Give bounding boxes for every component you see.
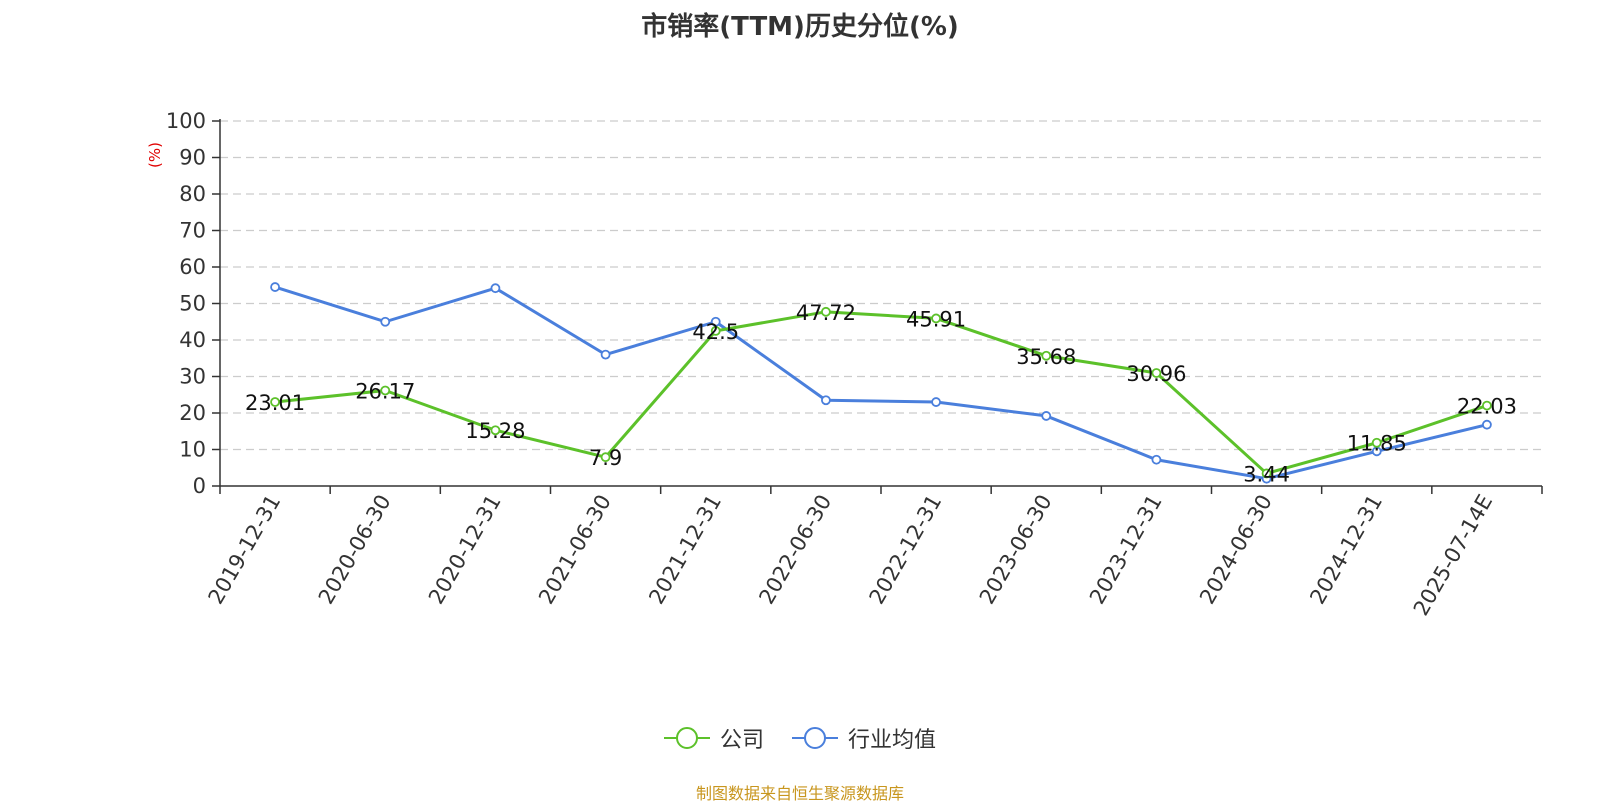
x-tick-label: 2025-07-14E bbox=[1409, 491, 1497, 620]
data-point-company bbox=[380, 385, 391, 396]
source-note: 制图数据来自恒生聚源数据库 bbox=[695, 784, 904, 803]
data-point-company bbox=[490, 425, 501, 436]
legend-item-industry-average[interactable]: 行业均值 bbox=[792, 722, 936, 754]
data-point-industry-average bbox=[1151, 454, 1162, 465]
y-tick-label: 0 bbox=[193, 474, 206, 498]
chart-title: 市销率(TTM)历史分位(%) bbox=[641, 12, 959, 42]
y-tick-label: 10 bbox=[179, 438, 206, 462]
data-point-industry-average bbox=[931, 397, 941, 407]
data-point-company bbox=[1371, 437, 1382, 448]
legend-symbol-company bbox=[663, 727, 710, 749]
data-label: 45.91 bbox=[906, 307, 966, 331]
data-point-industry-average bbox=[710, 316, 721, 327]
data-point-industry-average bbox=[380, 316, 391, 327]
data-point-company bbox=[1041, 350, 1052, 361]
y-tick-label: 40 bbox=[179, 328, 206, 352]
legend-item-company[interactable]: 公司 bbox=[663, 722, 764, 754]
data-point-company bbox=[270, 397, 280, 407]
y-axis-label: (%) bbox=[146, 142, 164, 168]
data-label: 23.01 bbox=[245, 391, 305, 415]
x-tick-label: 2024-12-31 bbox=[1305, 491, 1387, 609]
series-line-industry-average bbox=[274, 285, 1488, 481]
y-tick-label: 90 bbox=[179, 146, 206, 170]
y-tick-label: 80 bbox=[179, 182, 206, 206]
data-point-company bbox=[1482, 400, 1492, 411]
x-tick-label: 2022-06-30 bbox=[754, 491, 836, 609]
x-tick-label: 2023-06-30 bbox=[975, 491, 1057, 609]
x-tick-label: 2022-12-31 bbox=[865, 490, 947, 608]
data-label: 7.9 bbox=[589, 446, 622, 470]
x-tick-label: 2023-12-31 bbox=[1085, 491, 1167, 609]
x-tick-label: 2020-06-30 bbox=[314, 491, 396, 609]
data-label: 15.28 bbox=[465, 419, 525, 443]
y-tick-label: 30 bbox=[179, 365, 206, 389]
data-point-industry-average bbox=[1482, 419, 1492, 430]
legend-circle-company bbox=[675, 727, 698, 749]
data-label: 42.5 bbox=[692, 320, 739, 344]
data-label: 35.68 bbox=[1016, 345, 1076, 369]
data-point-company bbox=[600, 452, 611, 463]
data-point-industry-average bbox=[270, 282, 280, 292]
data-point-company bbox=[1151, 368, 1162, 378]
y-tick-label: 100 bbox=[166, 109, 206, 133]
y-tick-label: 50 bbox=[179, 292, 206, 316]
line-chart: 0 10 20 30 40 50 60 70 80 90 100 2019-12-31 2020-06-… bbox=[146, 109, 1543, 620]
x-tick-label: 2020-12-31 bbox=[424, 490, 506, 608]
data-label: 47.72 bbox=[796, 301, 856, 325]
data-label: 30.96 bbox=[1126, 362, 1186, 386]
series-line-company bbox=[274, 310, 1488, 475]
legend: 公司 行业均值 bbox=[0, 722, 1600, 754]
y-tick-label: 70 bbox=[179, 219, 206, 243]
data-point-company bbox=[821, 306, 831, 317]
data-point-company bbox=[931, 313, 941, 324]
legend-circle-industry-average bbox=[804, 727, 826, 749]
legend-symbol-industry-average bbox=[792, 727, 838, 749]
x-tick-label: 2021-12-31 bbox=[644, 491, 726, 609]
data-point-company bbox=[710, 325, 721, 336]
data-label: 26.17 bbox=[355, 379, 415, 403]
legend-label-industry-average: 行业均值 bbox=[848, 728, 937, 753]
data-point-industry-average bbox=[1041, 411, 1052, 421]
data-point-company bbox=[1261, 468, 1272, 479]
data-label: 11.85 bbox=[1347, 432, 1407, 456]
data-point-industry-average bbox=[821, 395, 831, 406]
data-point-industry-average bbox=[490, 283, 501, 294]
x-tick-label: 2021-06-30 bbox=[534, 491, 616, 609]
legend-label-company: 公司 bbox=[719, 728, 764, 753]
data-label: 22.03 bbox=[1457, 395, 1517, 419]
x-tick-label: 2024-06-30 bbox=[1195, 491, 1277, 609]
y-tick-label: 20 bbox=[179, 401, 206, 425]
data-label: 3.44 bbox=[1243, 462, 1290, 486]
x-tick-label: 2019-12-31 bbox=[204, 491, 286, 609]
data-point-industry-average bbox=[600, 349, 611, 360]
y-tick-label: 60 bbox=[179, 255, 206, 279]
